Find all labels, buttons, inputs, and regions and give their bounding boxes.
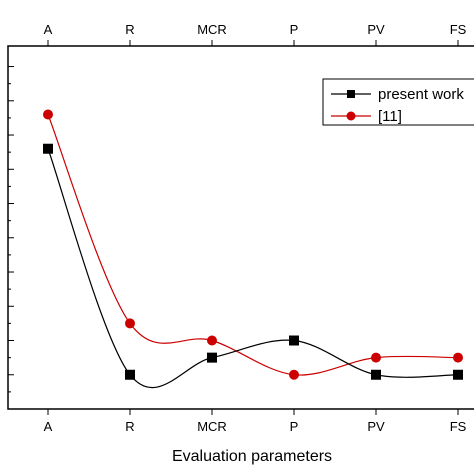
bottom-category-label: P bbox=[290, 419, 299, 434]
data-point-present-work bbox=[289, 336, 299, 346]
top-category-label: P bbox=[290, 22, 299, 37]
data-point-ref-11 bbox=[43, 109, 53, 119]
bottom-category-label: A bbox=[44, 419, 53, 434]
top-category-label: PV bbox=[367, 22, 385, 37]
x-axis-title: Evaluation parameters bbox=[172, 448, 332, 465]
legend-label: [11] bbox=[378, 108, 402, 125]
bottom-category-label: R bbox=[125, 419, 134, 434]
series-lines bbox=[48, 114, 458, 387]
top-category-label: FS bbox=[450, 22, 467, 37]
data-point-ref-11 bbox=[207, 336, 217, 346]
bottom-tick-labels: A R MCR P PV FS bbox=[44, 419, 467, 434]
data-point-present-work bbox=[207, 353, 217, 363]
series-line-0 bbox=[48, 149, 458, 388]
bottom-category-label: FS bbox=[450, 419, 467, 434]
data-point-ref-11 bbox=[453, 353, 463, 363]
data-point-ref-11 bbox=[289, 370, 299, 380]
legend-marker bbox=[347, 90, 355, 98]
legend-marker bbox=[347, 112, 356, 121]
top-category-label: A bbox=[44, 22, 53, 37]
legend: present work [11] bbox=[323, 79, 474, 125]
legend-label: present work bbox=[378, 86, 464, 103]
series-markers bbox=[43, 109, 463, 379]
top-category-label: R bbox=[125, 22, 134, 37]
data-point-present-work bbox=[125, 370, 135, 380]
top-category-label: MCR bbox=[197, 22, 227, 37]
data-point-present-work bbox=[371, 370, 381, 380]
bottom-category-label: PV bbox=[367, 419, 385, 434]
data-point-ref-11 bbox=[371, 353, 381, 363]
data-point-present-work bbox=[43, 144, 53, 154]
data-point-ref-11 bbox=[125, 318, 135, 328]
data-point-present-work bbox=[453, 370, 463, 380]
top-tick-labels: A R MCR P PV FS bbox=[44, 22, 467, 37]
bottom-category-label: MCR bbox=[197, 419, 227, 434]
